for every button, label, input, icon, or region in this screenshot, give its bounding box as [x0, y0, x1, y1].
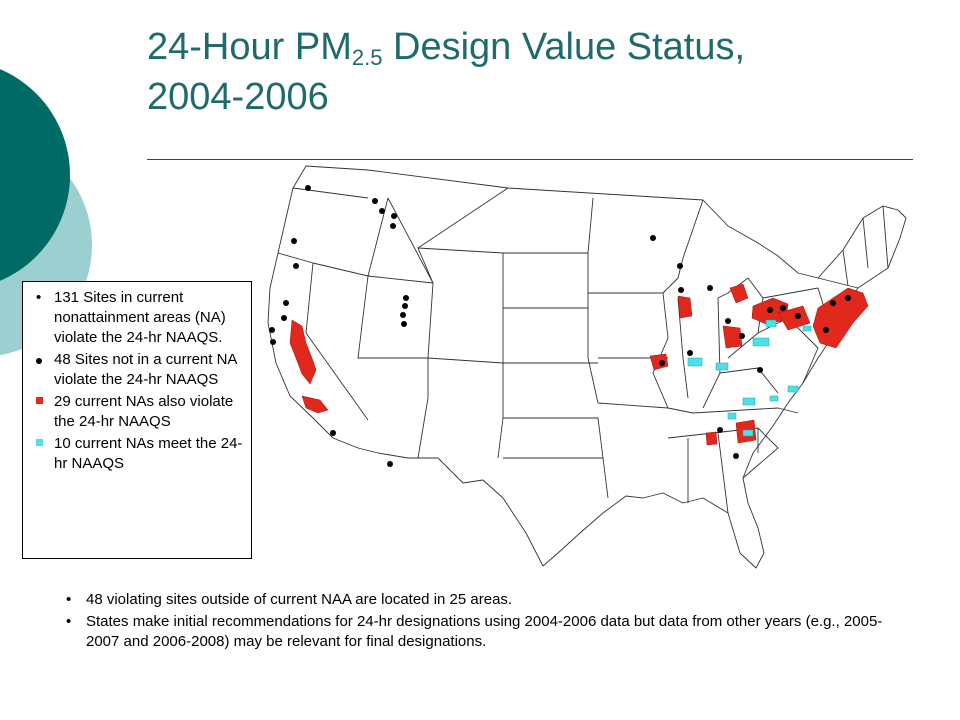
site-dot — [650, 235, 656, 241]
legend-item-na-meeting: 10 current NAs meet the 24-hr NAAQS — [33, 434, 245, 474]
site-dot — [687, 350, 693, 356]
na-cyan-louisville — [715, 362, 729, 371]
site-dot — [379, 208, 385, 214]
legend-item-sites-not-in-na: 48 Sites not in a current NA violate the… — [33, 350, 245, 390]
site-dot — [390, 223, 396, 229]
na-red-detroit — [729, 283, 749, 304]
site-dot — [678, 287, 684, 293]
na-red-northeast-corridor — [812, 287, 869, 349]
na-cyan-atlanta — [742, 429, 754, 437]
na-red-st-louis — [649, 353, 669, 371]
dark-teal-circle — [0, 69, 70, 281]
legend-text: 48 Sites not in a current NA violate the… — [54, 351, 237, 388]
note-text: 48 violating sites outside of current NA… — [86, 591, 513, 608]
na-cyan-nc-1 — [787, 385, 799, 393]
site-dot — [387, 461, 393, 467]
na-cyan-chattanooga — [727, 412, 737, 420]
site-dot — [403, 295, 409, 301]
violating-sites — [269, 185, 851, 467]
site-dot — [795, 313, 801, 319]
title-prefix: 24-Hour PM — [147, 26, 352, 68]
site-dot — [733, 453, 739, 459]
title-line2: 2004-2006 — [147, 76, 329, 118]
legend: • 131 Sites in current nonattainment are… — [22, 281, 252, 559]
na-red-pittsburgh — [777, 305, 811, 331]
na-cyan-pa — [802, 325, 812, 332]
legend-text: 131 Sites in current nonattainment areas… — [54, 289, 226, 346]
cyan-square-icon — [36, 439, 43, 446]
nonattainment-areas-violating — [289, 283, 869, 446]
site-dot — [391, 213, 397, 219]
na-red-birmingham — [705, 431, 718, 446]
bullet-icon: • — [66, 613, 72, 630]
site-dot — [305, 185, 311, 191]
bullet-icon: • — [36, 289, 42, 306]
title-subscript: 2.5 — [351, 45, 383, 70]
site-dot — [725, 318, 731, 324]
us-outline — [267, 165, 907, 569]
us-map — [267, 165, 907, 569]
state-lines — [277, 187, 889, 514]
site-dot — [330, 430, 336, 436]
note-item: • 48 violating sites outside of current … — [64, 590, 894, 610]
legend-text: 10 current NAs meet the 24-hr NAAQS — [54, 435, 243, 472]
legend-item-na-violating: 29 current NAs also violate the 24-hr NA… — [33, 392, 245, 432]
red-square-icon — [36, 397, 43, 404]
nonattainment-areas-meeting — [687, 319, 812, 437]
site-dot — [269, 327, 275, 333]
site-dot — [845, 295, 851, 301]
title-suffix: Design Value Status, — [382, 26, 746, 68]
na-cyan-wv-1 — [752, 337, 770, 347]
site-dot — [717, 427, 723, 433]
na-cyan-knoxville — [742, 397, 756, 406]
site-dot — [830, 300, 836, 306]
site-dot — [293, 263, 299, 269]
na-cyan-evansville — [687, 357, 703, 367]
site-dot — [659, 360, 665, 366]
site-dot — [780, 305, 786, 311]
black-dot-icon — [36, 358, 42, 364]
site-dot — [283, 300, 289, 306]
note-item: • States make initial recommendations fo… — [64, 612, 894, 652]
site-dot — [767, 307, 773, 313]
bullet-icon: • — [66, 591, 72, 608]
title-divider — [147, 159, 913, 160]
site-dot — [677, 263, 683, 269]
site-dot — [707, 285, 713, 291]
na-cyan-wv-2 — [765, 319, 777, 328]
site-dot — [270, 339, 276, 345]
site-dot — [400, 312, 406, 318]
note-text: States make initial recommendations for … — [86, 613, 883, 650]
site-dot — [281, 315, 287, 321]
na-red-chicago — [677, 295, 693, 319]
na-red-indiana — [722, 325, 743, 349]
legend-item-sites-in-na: • 131 Sites in current nonattainment are… — [33, 288, 245, 348]
legend-text: 29 current NAs also violate the 24-hr NA… — [54, 393, 234, 430]
site-dot — [739, 333, 745, 339]
na-red-central-valley — [289, 319, 317, 385]
na-red-south-coast — [301, 395, 329, 414]
site-dot — [291, 238, 297, 244]
site-dot — [401, 321, 407, 327]
site-dot — [757, 367, 763, 373]
site-dot — [372, 198, 378, 204]
na-cyan-nc-2 — [769, 395, 779, 402]
slide-title: 24-Hour PM2.5 Design Value Status, 2004-2… — [147, 22, 927, 122]
state-boundaries — [267, 165, 907, 569]
site-dot — [823, 327, 829, 333]
site-dot — [402, 303, 408, 309]
footer-notes: • 48 violating sites outside of current … — [64, 590, 894, 654]
